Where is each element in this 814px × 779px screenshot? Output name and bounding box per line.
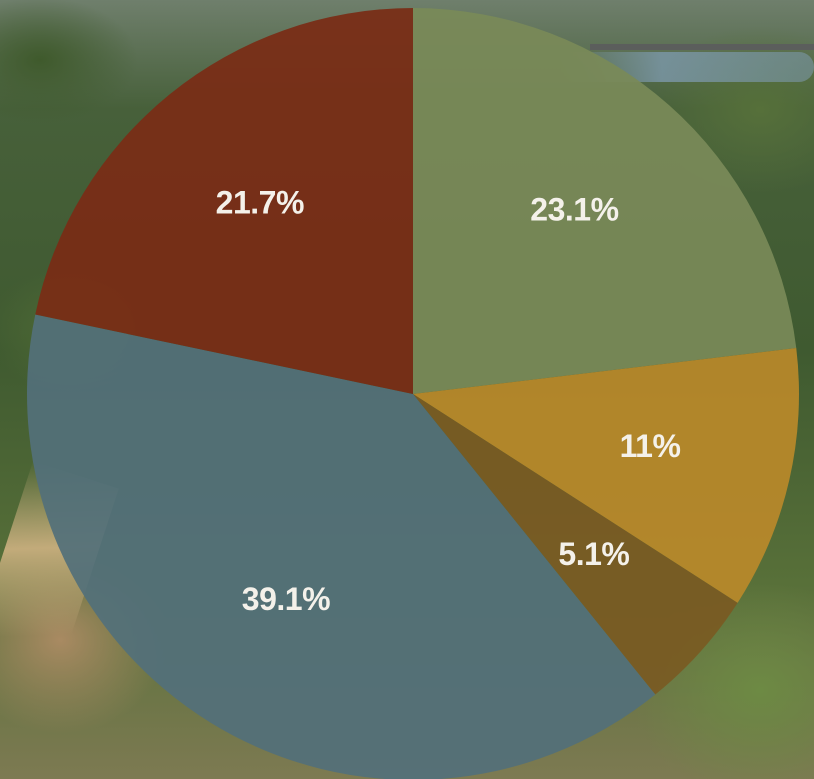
slice-percent-label: 21.7% [216, 185, 304, 221]
pie-slice [413, 394, 738, 695]
pie-labels: 23.1% 11% 5.1% 39.1% 21.7% [216, 185, 681, 617]
slice-percent-label: 39.1% [242, 581, 330, 617]
pie-slice [27, 314, 656, 779]
pie-slice [35, 8, 414, 394]
pie-slice [413, 348, 799, 603]
bridge [590, 44, 814, 50]
slice-percent-label: 5.1% [558, 536, 629, 572]
pie-slice [413, 8, 797, 394]
slice-percent-label: 23.1% [530, 192, 618, 228]
pie-slices [27, 8, 799, 779]
slice-percent-label: 11% [620, 428, 681, 464]
